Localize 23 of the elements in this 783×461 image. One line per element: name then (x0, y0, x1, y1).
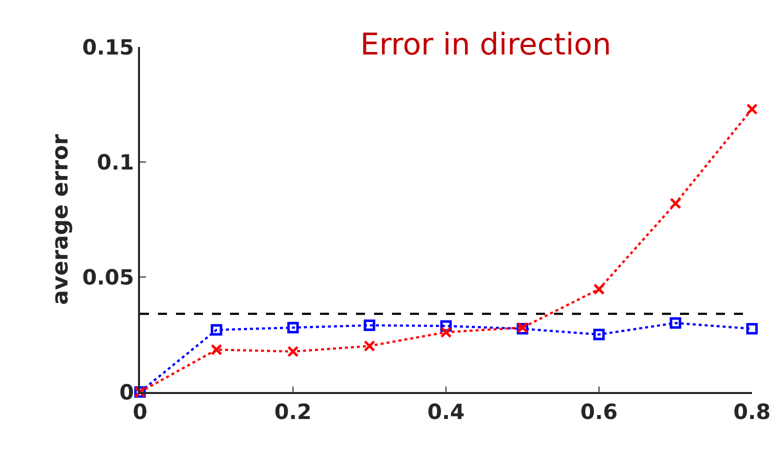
y-tick-label: 0.05 (82, 265, 134, 290)
y-tick-label: 0.1 (96, 150, 134, 174)
point (210, 344, 222, 356)
chart-title: Error in direction (360, 27, 612, 62)
point (210, 324, 222, 336)
point (364, 340, 376, 352)
x-tick-label: 0.4 (427, 400, 465, 424)
point (746, 323, 758, 334)
point (670, 198, 682, 210)
point (364, 320, 376, 332)
point (746, 103, 758, 115)
point (287, 322, 299, 334)
point (593, 328, 605, 340)
point (440, 326, 452, 338)
y-tick-label: 0.15 (82, 35, 134, 60)
y-tick-label: 0 (119, 380, 134, 404)
x-tick-label: 0.6 (580, 400, 618, 424)
x-tick-label: 0.8 (733, 400, 771, 424)
point (593, 283, 605, 295)
y-axis-title: average error (48, 134, 74, 305)
point (287, 346, 299, 358)
point (670, 317, 682, 329)
x-tick-label: 0.2 (274, 400, 312, 424)
